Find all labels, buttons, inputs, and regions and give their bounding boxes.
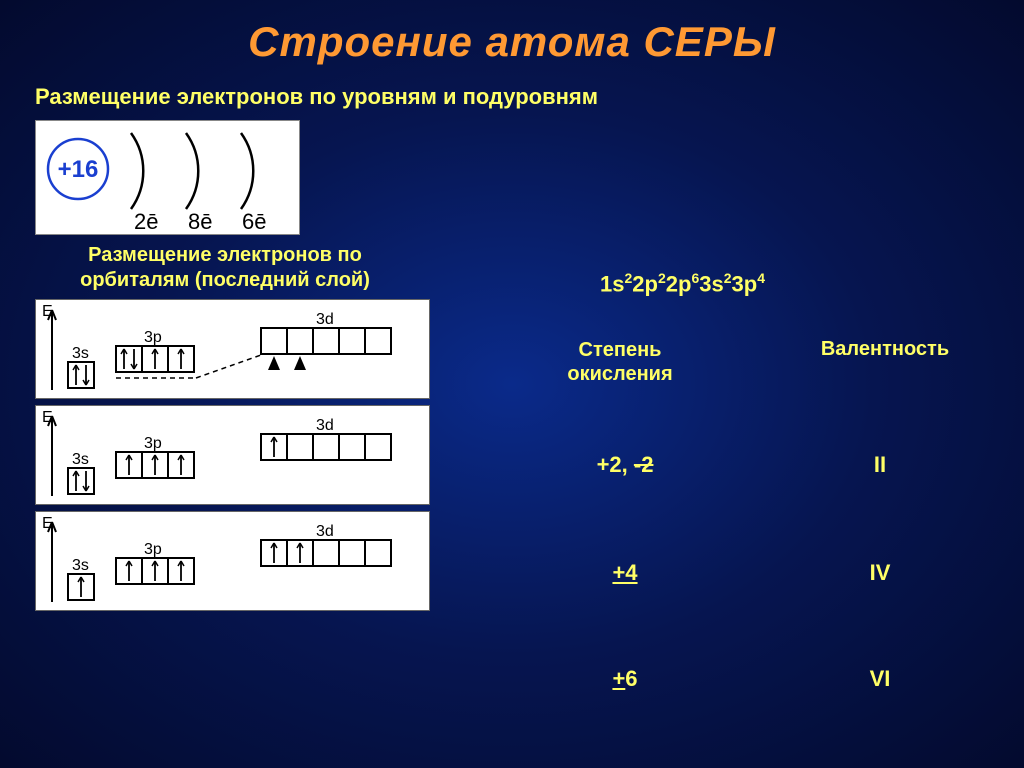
- svg-text:3p: 3p: [144, 329, 162, 346]
- orbital-row-1: E 3s 3p 3d: [35, 299, 430, 399]
- subtitle-levels: Размещение электронов по уровням и подур…: [35, 84, 1024, 110]
- subtitle-orbitals: Размещение электронов по орбиталям (посл…: [35, 243, 415, 293]
- svg-text:3d: 3d: [316, 523, 334, 540]
- shell-3: 6ē: [242, 209, 266, 234]
- svg-text:3s: 3s: [72, 557, 89, 574]
- shell-1: 2ē: [134, 209, 158, 234]
- svg-text:3s: 3s: [72, 451, 89, 468]
- svg-text:3p: 3p: [144, 541, 162, 558]
- nucleus-charge: +16: [58, 156, 99, 183]
- row-1-valence: II: [830, 452, 930, 478]
- row-3-valence: VI: [830, 666, 930, 692]
- svg-text:3d: 3d: [316, 417, 334, 434]
- row-2-valence: IV: [830, 560, 930, 586]
- row-1-oxidation: +2, -2: [565, 452, 685, 478]
- shell-2: 8ē: [188, 209, 212, 234]
- header-valence: Валентность: [805, 338, 965, 361]
- svg-text:3d: 3d: [316, 311, 334, 328]
- orbital-row-2: E 3s 3p 3d: [35, 405, 430, 505]
- svg-text:3s: 3s: [72, 345, 89, 362]
- electron-configuration: 1s22p22p63s23p4: [600, 270, 765, 297]
- row-3-oxidation: +6: [565, 666, 685, 692]
- row-2-oxidation: +4: [565, 560, 685, 586]
- orbital-row-3: E 3s 3p 3d: [35, 511, 430, 611]
- header-oxidation: Степень окисления: [540, 338, 700, 386]
- atom-shell-diagram: +16 2ē 8ē 6ē: [35, 120, 300, 235]
- svg-text:3p: 3p: [144, 435, 162, 452]
- page-title: Строение атома СЕРЫ: [0, 0, 1024, 66]
